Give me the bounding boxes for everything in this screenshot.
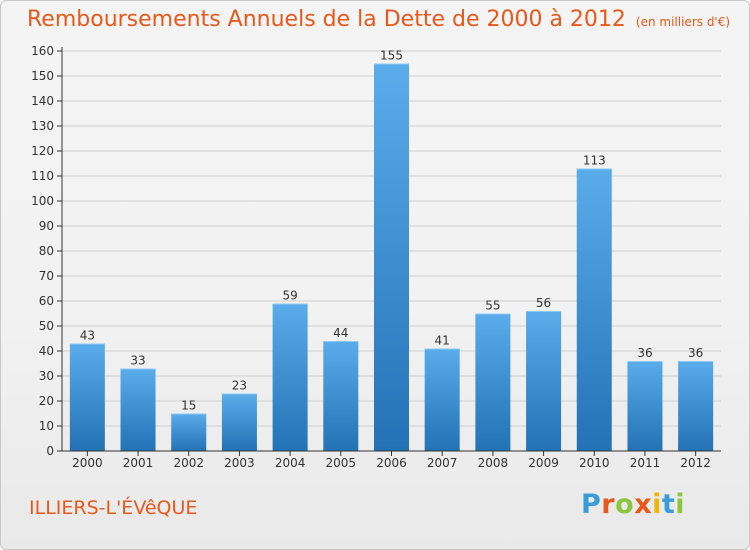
x-tick-label: 2002	[173, 456, 204, 470]
y-tick-label: 30	[39, 369, 54, 383]
chart-title: Remboursements Annuels de la Dette de 20…	[27, 7, 730, 32]
bar	[424, 348, 460, 451]
logo-letter: o	[615, 489, 635, 520]
y-tick-label: 110	[31, 169, 54, 183]
x-tick-label: 2007	[427, 456, 458, 470]
x-tick-label: 2005	[326, 456, 357, 470]
y-tick-label: 150	[31, 69, 54, 83]
y-tick-label: 80	[39, 244, 54, 258]
bar	[526, 311, 562, 451]
title-unit: (en milliers d'€)	[635, 15, 731, 29]
x-tick-label: 2006	[376, 456, 407, 470]
data-label: 41	[435, 334, 450, 348]
data-label: 55	[485, 299, 500, 313]
logo-letter: P	[581, 489, 602, 520]
data-label: 59	[282, 289, 297, 303]
data-label: 43	[80, 329, 95, 343]
x-tick-label: 2012	[680, 456, 711, 470]
data-label: 33	[130, 354, 145, 368]
data-label: 23	[232, 379, 247, 393]
y-tick-label: 20	[39, 394, 54, 408]
bar	[374, 63, 409, 451]
x-tick-label: 2010	[579, 456, 610, 470]
x-tick-label: 2003	[224, 456, 255, 470]
bar	[272, 303, 308, 451]
x-tick-label: 2009	[528, 456, 559, 470]
data-label: 15	[181, 399, 196, 413]
y-tick-label: 60	[39, 294, 54, 308]
x-tick-label: 2011	[630, 456, 661, 470]
commune-name: ILLIERS-L'ÉVêQUE	[29, 497, 198, 519]
data-label: 56	[536, 296, 551, 310]
data-label: 155	[380, 49, 403, 63]
bar	[475, 313, 511, 451]
data-label: 36	[637, 346, 652, 360]
bar	[323, 341, 359, 451]
logo-letter: r	[601, 489, 616, 520]
y-tick-label: 90	[39, 219, 54, 233]
y-tick-label: 10	[39, 419, 54, 433]
bar	[576, 168, 612, 451]
bar	[171, 413, 207, 451]
proxiti-logo: Proxiti	[581, 489, 685, 520]
bars: 43 33 15 23 59 44 155 41 55 56 113 36 36	[69, 49, 714, 451]
bar-chart: 43 33 15 23 59 44 155 41 55 56 113 36 36 0 10 20 30 40 50…	[31, 44, 721, 470]
y-tick-label: 160	[31, 44, 54, 58]
y-tick-label: 70	[39, 269, 54, 283]
y-tick-label: 50	[39, 319, 54, 333]
axes: 0 10 20 30 40 50 60 70 80 90 100 110 120 130 140 150 160…	[31, 44, 721, 470]
y-tick-label: 40	[39, 344, 54, 358]
bar	[69, 343, 105, 451]
bar	[120, 368, 156, 451]
x-tick-label: 2008	[478, 456, 509, 470]
data-label: 44	[333, 326, 348, 340]
logo-letter: i	[652, 489, 662, 520]
title-text: Remboursements Annuels de la Dette de 20…	[27, 7, 626, 32]
y-tick-label: 100	[31, 194, 54, 208]
bar	[627, 361, 663, 451]
y-tick-label: 120	[31, 144, 54, 158]
y-tick-label: 130	[31, 119, 54, 133]
data-label: 36	[688, 346, 703, 360]
data-label: 113	[583, 154, 606, 168]
x-tick-label: 2004	[275, 456, 306, 470]
logo-letter: x	[634, 489, 653, 520]
y-tick-label: 140	[31, 94, 54, 108]
logo-letter: i	[675, 489, 686, 520]
bar	[678, 361, 714, 451]
y-tick-label: 0	[46, 444, 54, 458]
bar	[221, 393, 257, 451]
logo-letter: t	[661, 489, 676, 520]
x-tick-label: 2001	[123, 456, 154, 470]
x-tick-label: 2000	[72, 456, 103, 470]
